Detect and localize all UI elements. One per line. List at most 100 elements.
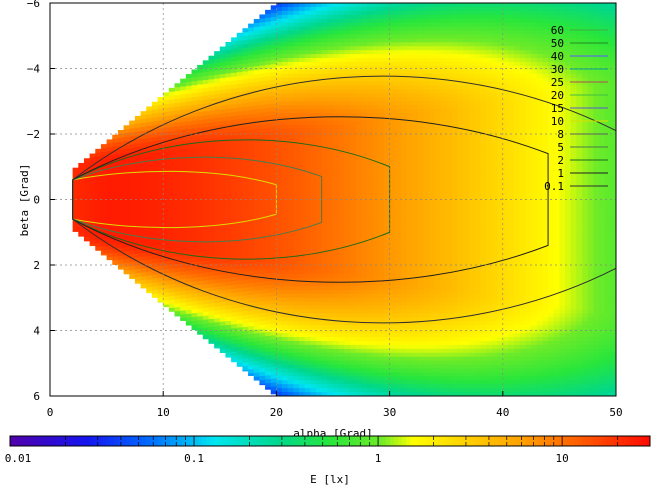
heatmap-cell <box>423 313 430 318</box>
heatmap-cell <box>112 232 119 238</box>
heatmap-cell <box>259 254 266 259</box>
heatmap-cell <box>355 81 362 87</box>
heatmap-cell <box>253 156 261 162</box>
heatmap-cell <box>214 62 221 68</box>
heatmap-cell <box>378 132 385 138</box>
heatmap-cell <box>248 133 255 139</box>
heatmap-cell <box>180 298 187 304</box>
heatmap-cell <box>78 186 85 192</box>
heatmap-cell <box>185 101 193 107</box>
heatmap-cell <box>236 217 244 223</box>
heatmap-cell <box>219 266 227 272</box>
heatmap-cell <box>225 317 232 322</box>
heatmap-cell <box>333 356 340 362</box>
heatmap-cell <box>400 22 408 28</box>
heatmap-cell <box>423 58 430 63</box>
heatmap-cell <box>191 222 198 228</box>
heatmap-cell <box>400 18 408 24</box>
heatmap-cell <box>236 40 244 46</box>
heatmap-cell <box>259 383 266 386</box>
heatmap-cell <box>270 28 277 34</box>
heatmap-cell <box>174 138 181 143</box>
heatmap-cell <box>146 212 153 218</box>
heatmap-cell <box>202 300 210 305</box>
heatmap-cell <box>316 321 323 326</box>
heatmap-cell <box>355 230 362 236</box>
heatmap-cell <box>265 190 272 196</box>
heatmap-cell <box>168 123 176 128</box>
heatmap-cell <box>400 3 408 8</box>
heatmap-cell <box>287 30 294 36</box>
heatmap-cell <box>197 147 204 152</box>
heatmap-cell <box>259 38 266 43</box>
heatmap-cell <box>327 46 334 51</box>
heatmap-cell <box>197 277 204 282</box>
heatmap-cell <box>287 384 294 389</box>
heatmap-cell <box>270 315 277 321</box>
heatmap-cell <box>225 128 232 133</box>
heatmap-cell <box>338 313 345 318</box>
heatmap-cell <box>417 116 425 122</box>
heatmap-cell <box>123 156 130 162</box>
heatmap-cell <box>265 336 272 341</box>
heatmap-cell <box>299 22 306 28</box>
heatmap-cell <box>129 128 136 133</box>
heatmap-cell <box>117 169 125 174</box>
heatmap-cell <box>174 146 181 151</box>
heatmap-cell <box>299 246 306 252</box>
heatmap-cell <box>293 183 300 189</box>
heatmap-cell <box>349 156 357 161</box>
heatmap-cell <box>180 251 187 257</box>
heatmap-cell <box>185 254 193 260</box>
heatmap-cell <box>344 297 351 303</box>
heatmap-cell <box>344 69 351 75</box>
heatmap-cell <box>287 274 294 279</box>
heatmap-cell <box>327 282 334 287</box>
heatmap-cell <box>208 193 215 198</box>
heatmap-cell <box>417 227 425 232</box>
heatmap-cell <box>400 191 408 197</box>
heatmap-cell <box>372 384 379 389</box>
heatmap-cell <box>327 152 334 157</box>
heatmap-cell <box>123 172 130 177</box>
heatmap-cell <box>400 128 408 134</box>
heatmap-cell <box>282 148 289 153</box>
heatmap-cell <box>406 148 413 153</box>
heatmap-cell <box>349 171 357 177</box>
heatmap-cell <box>270 225 277 230</box>
heatmap-cell <box>157 293 164 299</box>
heatmap-cell <box>95 188 102 193</box>
heatmap-cell <box>129 226 136 232</box>
heatmap-cell <box>231 308 238 314</box>
heatmap-cell <box>316 46 323 51</box>
heatmap-cell <box>276 10 283 16</box>
heatmap-cell <box>270 158 277 164</box>
heatmap-cell <box>242 338 249 344</box>
heatmap-cell <box>265 351 272 357</box>
heatmap-cell <box>327 368 334 374</box>
heatmap-cell <box>287 140 294 146</box>
heatmap-cell <box>412 305 419 311</box>
heatmap-cell <box>157 211 164 216</box>
heatmap-cell <box>248 318 255 323</box>
heatmap-cell <box>333 340 340 346</box>
heatmap-cell <box>270 209 277 215</box>
heatmap-cell <box>225 53 232 59</box>
heatmap-cell <box>338 136 345 142</box>
heatmap-cell <box>168 205 176 211</box>
heatmap-cell <box>310 132 317 138</box>
heatmap-cell <box>214 121 221 127</box>
heatmap-cell <box>355 42 362 47</box>
heatmap-cell <box>378 282 385 287</box>
heatmap-cell <box>151 294 159 298</box>
heatmap-cell <box>89 184 96 190</box>
heatmap-cell <box>361 132 368 138</box>
heatmap-cell <box>366 266 374 271</box>
heatmap-cell <box>299 325 306 330</box>
heatmap-cell <box>282 309 289 315</box>
heatmap-cell <box>202 327 210 333</box>
heatmap-cell <box>140 213 147 218</box>
heatmap-cell <box>202 95 210 101</box>
heatmap-cell <box>157 187 164 192</box>
heatmap-cell <box>395 168 402 173</box>
